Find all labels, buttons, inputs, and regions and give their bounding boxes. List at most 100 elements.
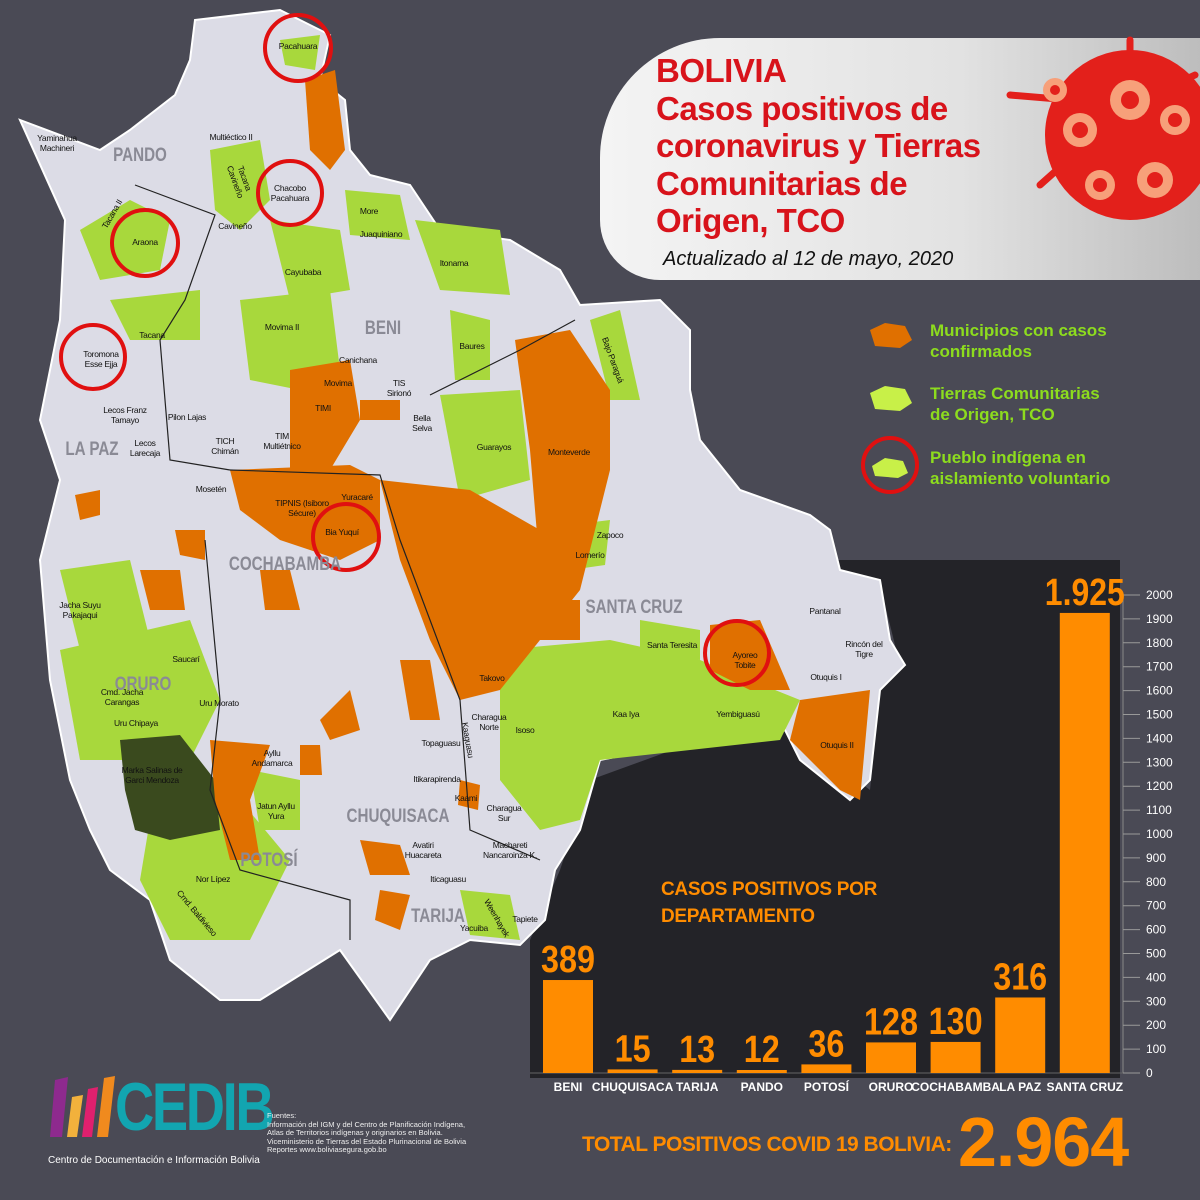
tco-label: Takovo [479,673,505,683]
department-label: PANDO [113,145,167,166]
tco-label: Tacana [139,330,165,340]
y-tick-label: 1000 [1146,827,1173,841]
tco-label: Rincón del Tigre [845,639,883,659]
y-tick-label: 900 [1146,851,1166,865]
bar-value-label: 389 [541,939,595,981]
tco-label: Araona [132,237,158,247]
y-tick-label: 1100 [1146,803,1172,817]
total-label: TOTAL POSITIVOS COVID 19 BOLIVIA: [582,1133,952,1156]
y-tick-label: 400 [1146,970,1166,984]
tco-label: Lecos Franz Tamayo [103,405,147,425]
tco-label: Charagua Sur [486,803,522,823]
tco-label: Jacha Suyu Pakajaqui [59,600,101,620]
legend-icons [861,323,919,494]
y-tick-label: 1800 [1146,636,1173,650]
tco-label: Otuquis II [820,740,854,750]
tco-label: Lecos Larecaja [129,438,161,458]
bar-value-label: 13 [679,1029,715,1071]
chart-title: CASOS POSITIVOS POR DEPARTAMENTO [661,879,878,927]
tco-label: Pilon Lajas [167,412,207,422]
y-tick-label: 1400 [1146,731,1173,745]
tco-label: Isoso [515,725,535,735]
tco-swatch-icon [870,386,912,411]
y-tick-label: 2000 [1146,588,1173,602]
source-line: Viceministerio de Tierras del Estado Plu… [267,1136,467,1146]
title-line: Origen, TCO [656,202,845,239]
tco-label: Movima [324,378,352,388]
tco-label: Cmd. Jacha Carangas [100,687,144,707]
title-line: BOLIVIA [656,52,787,89]
tco-label: Charagua Norte [471,712,507,732]
logo-subtitle: Centro de Documentación e Información Bo… [48,1155,260,1166]
salinas-area [120,735,220,840]
category-label: SANTA CRUZ [1046,1080,1123,1094]
tco-label: Uru Morato [199,698,239,708]
tco-label: Saucarí [172,654,200,664]
bar [672,1069,723,1073]
updated-date: Actualizado al 12 de mayo, 2020 [663,248,954,270]
bar [1059,612,1110,1073]
department-label: CHUQUISACA [346,806,450,827]
tco-label: Pantanal [809,606,841,616]
virus-icon [1006,36,1200,220]
tco-label: Baures [459,341,485,351]
tco-label: Canichana [339,355,377,365]
tco-label: Chacobo Pacahuara [270,183,310,203]
department-label: COCHABAMBA [228,554,342,575]
y-tick-label: 0 [1146,1066,1153,1080]
cedib-logo: CEDIB [115,1069,275,1145]
title-line: coronavirus y Tierras [656,127,981,164]
tco-label: Toromona Esse Ejja [83,349,119,369]
tco-label: Avatiri Huacareta [404,840,442,860]
y-tick-label: 600 [1146,923,1166,937]
y-tick-label: 1500 [1146,708,1173,722]
category-label: COCHABAMBA [911,1080,1000,1094]
tco-label: Kaa Iya [612,709,640,719]
tco-label: Bia Yuquí [325,527,359,537]
bar-value-label: 12 [744,1029,780,1071]
bar [930,1041,981,1073]
tco-label: Iticaguasu [430,874,466,884]
tco-label: TICH Chimán [211,436,239,456]
department-label: POTOSÍ [240,850,298,871]
tco-label: Uru Chipaya [114,718,158,728]
tco-label: Cavineño [218,221,252,231]
sources: Fuentes: Información del IGM y del Centr… [267,1111,467,1155]
cedib-logo-bars-icon [50,1076,115,1137]
y-tick-label: 300 [1146,994,1166,1008]
legend-tco: Tierras Comunitarias de Origen, TCO [930,384,1100,424]
title-line: Casos positivos de [656,89,948,127]
category-label: ORURO [869,1080,914,1094]
bar-value-label: 130 [929,1001,983,1043]
tco-label: Zapoco [596,530,624,540]
category-label: LA PAZ [999,1080,1041,1094]
department-label: SANTA CRUZ [585,597,683,618]
bar [607,1069,658,1073]
tco-label: Yacuiba [460,923,488,933]
y-tick-label: 1300 [1146,755,1173,769]
tco-label: Yaminahua Machineri [37,133,77,153]
tco-label: TIS Sirionó [386,378,412,398]
legend-aislamiento: Pueblo indígena en aislamiento voluntari… [930,448,1111,488]
category-label: TARIJA [676,1080,719,1094]
tco-label: Santa Teresita [647,640,697,650]
tco-label: Pacahuara [278,41,318,51]
y-tick-label: 1700 [1146,660,1173,674]
bar-value-label: 15 [615,1028,651,1070]
tco-label: Tapiete [512,914,538,924]
source-line: Información del IGM y del Centro de Plan… [267,1119,466,1129]
tco-label: Movima II [264,322,300,332]
tco-label: Jatun Ayllu Yura [257,801,295,821]
tco-label: Cayubaba [284,267,322,277]
bar [543,980,593,1073]
source-line: Fuentes: [267,1111,297,1120]
tco-label: Otuquis I [810,672,842,682]
y-tick-label: 1600 [1146,684,1173,698]
page-title: BOLIVIA Casos positivos de coronavirus y… [656,52,981,240]
total-value: 2.964 [958,1103,1129,1181]
tco-label: Mosetén [195,484,227,494]
bar [995,997,1046,1073]
tco-label: Bella Selva [412,413,432,433]
